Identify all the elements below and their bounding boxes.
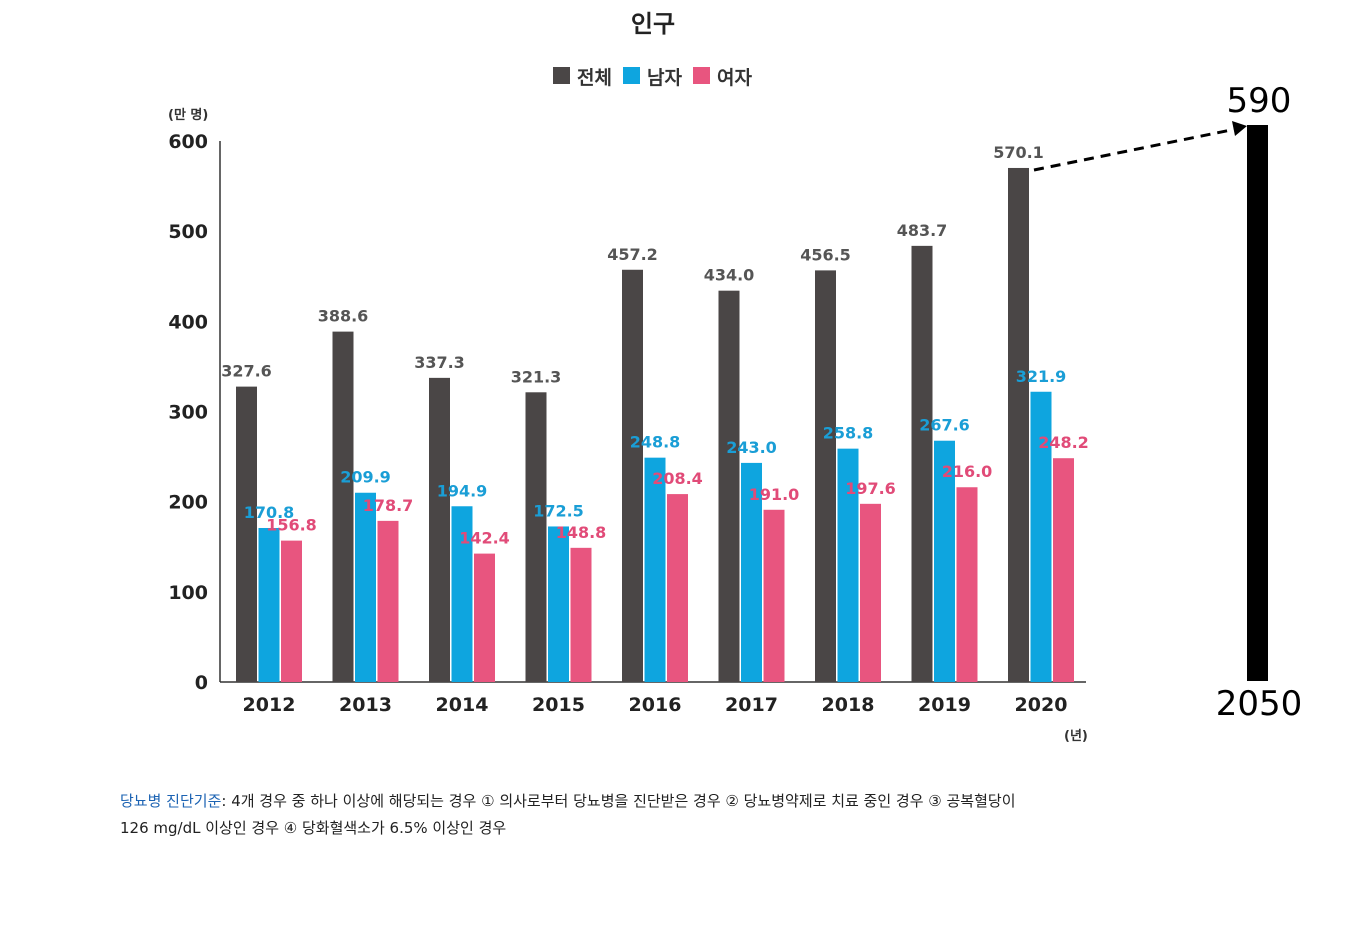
legend-label-female: 여자 [717, 67, 752, 89]
data-label-female-2015: 148.8 [556, 523, 607, 542]
projection-bar [1247, 125, 1268, 681]
bar-male-2016 [644, 457, 666, 682]
data-label-female-2014: 142.4 [459, 529, 510, 548]
x-tick-label: 2020 [1015, 694, 1068, 716]
data-label-total-2016: 457.2 [607, 245, 658, 264]
legend: 전체 남자 여자 [553, 67, 752, 89]
y-tick-label: 500 [168, 221, 208, 243]
data-label-female-2016: 208.4 [652, 469, 703, 488]
bar-female-2015 [570, 547, 592, 682]
data-label-total-2015: 321.3 [511, 367, 562, 386]
y-axis-ticks: 0 100 200 300 400 500 600 [168, 131, 208, 694]
bar-total-2017 [718, 290, 740, 682]
data-label-total-2013: 388.6 [318, 307, 369, 326]
bar-total-2020 [1008, 167, 1029, 682]
bar-total-2012 [236, 386, 257, 682]
bar-female-2016 [667, 494, 688, 682]
bar-female-2019 [956, 487, 978, 682]
y-axis-unit: (만 명) [168, 107, 208, 123]
x-tick-label: 2018 [822, 694, 875, 716]
x-tick-label: 2013 [339, 694, 392, 716]
data-label-total-2020: 570.1 [993, 143, 1044, 162]
bar-male-2019 [934, 440, 955, 682]
bar-female-2012 [281, 540, 302, 682]
bar-male-2015 [548, 526, 569, 682]
footnote: 당뇨병 진단기준: 4개 경우 중 하나 이상에 해당되는 경우 ① 의사로부터… [120, 788, 1140, 842]
bar-total-2018 [815, 270, 836, 682]
data-label-male-2015: 172.5 [533, 501, 584, 520]
bar-male-2020 [1030, 391, 1052, 682]
data-label-female-2013: 178.7 [363, 496, 414, 515]
bar-total-2014 [429, 377, 450, 682]
bar-male-2013 [355, 492, 376, 682]
bar-female-2013 [377, 520, 399, 682]
bar-male-2012 [258, 527, 280, 682]
x-tick-label: 2012 [243, 694, 296, 716]
x-tick-label: 2019 [918, 694, 971, 716]
bar-male-2018 [837, 448, 859, 682]
data-label-total-2019: 483.7 [897, 221, 948, 240]
data-label-male-2016: 248.8 [630, 433, 681, 452]
data-label-female-2012: 156.8 [266, 516, 317, 535]
legend-label-total: 전체 [577, 67, 612, 89]
legend-swatch-total [553, 67, 570, 84]
footnote-line-2: 126 mg/dL 이상인 경우 ④ 당화혈색소가 6.5% 이상인 경우 [120, 819, 507, 837]
bar-total-2016 [622, 269, 643, 682]
projection-trend-arrow [1033, 127, 1237, 172]
bar-female-2020 [1053, 458, 1074, 682]
x-tick-label: 2015 [532, 694, 585, 716]
y-tick-label: 200 [168, 492, 208, 514]
legend-swatch-female [693, 67, 710, 84]
y-tick-label: 0 [195, 672, 208, 694]
data-label-female-2020: 248.2 [1038, 433, 1089, 452]
bar-female-2018 [860, 503, 881, 682]
projection-value-label: 590 [1227, 81, 1292, 121]
footnote-line-1: 당뇨병 진단기준: 4개 경우 중 하나 이상에 해당되는 경우 ① 의사로부터… [120, 788, 1140, 815]
x-tick-label: 2017 [725, 694, 778, 716]
bar-total-2015 [525, 392, 547, 682]
footnote-text-1: : 4개 경우 중 하나 이상에 해당되는 경우 ① 의사로부터 당뇨병을 진단… [221, 792, 1016, 810]
x-tick-label: 2016 [629, 694, 682, 716]
data-label-female-2019: 216.0 [942, 462, 993, 481]
data-label-male-2014: 194.9 [437, 481, 488, 500]
bar-male-2017 [741, 462, 762, 682]
bars [236, 167, 1074, 682]
data-label-male-2020: 321.9 [1016, 367, 1067, 386]
data-label-total-2018: 456.5 [800, 245, 851, 264]
data-label-male-2018: 258.8 [823, 424, 874, 443]
projection-year-label: 2050 [1216, 684, 1303, 724]
x-axis-unit: (년) [1064, 729, 1088, 744]
bar-female-2017 [763, 509, 785, 682]
data-label-total-2017: 434.0 [704, 266, 755, 285]
data-label-male-2017: 243.0 [726, 438, 777, 457]
projection: 590 2050 [1033, 81, 1303, 724]
chart-title: 인구 [631, 10, 675, 38]
data-label-male-2013: 209.9 [340, 468, 391, 487]
x-axis-ticks: 2012 2013 2014 2015 2016 2017 2018 2019 2020 [243, 694, 1068, 716]
y-tick-label: 100 [168, 582, 208, 604]
y-tick-label: 400 [168, 311, 208, 333]
bar-male-2014 [451, 506, 473, 682]
y-tick-label: 300 [168, 402, 208, 424]
projection-arrowhead [1232, 121, 1247, 136]
data-label-female-2017: 191.0 [749, 485, 800, 504]
data-label-male-2012: 170.8 [244, 503, 295, 522]
legend-label-male: 남자 [647, 67, 682, 89]
data-label-total-2014: 337.3 [414, 353, 465, 372]
legend-swatch-male [623, 67, 640, 84]
y-tick-label: 600 [168, 131, 208, 153]
bar-female-2014 [474, 553, 495, 682]
footnote-key: 당뇨병 진단기준 [120, 792, 222, 810]
data-label-female-2018: 197.6 [845, 479, 896, 498]
bar-total-2019 [911, 245, 933, 682]
bar-total-2013 [332, 331, 354, 682]
data-label-total-2012: 327.6 [221, 362, 272, 381]
data-label-male-2019: 267.6 [919, 416, 970, 435]
x-tick-label: 2014 [436, 694, 489, 716]
